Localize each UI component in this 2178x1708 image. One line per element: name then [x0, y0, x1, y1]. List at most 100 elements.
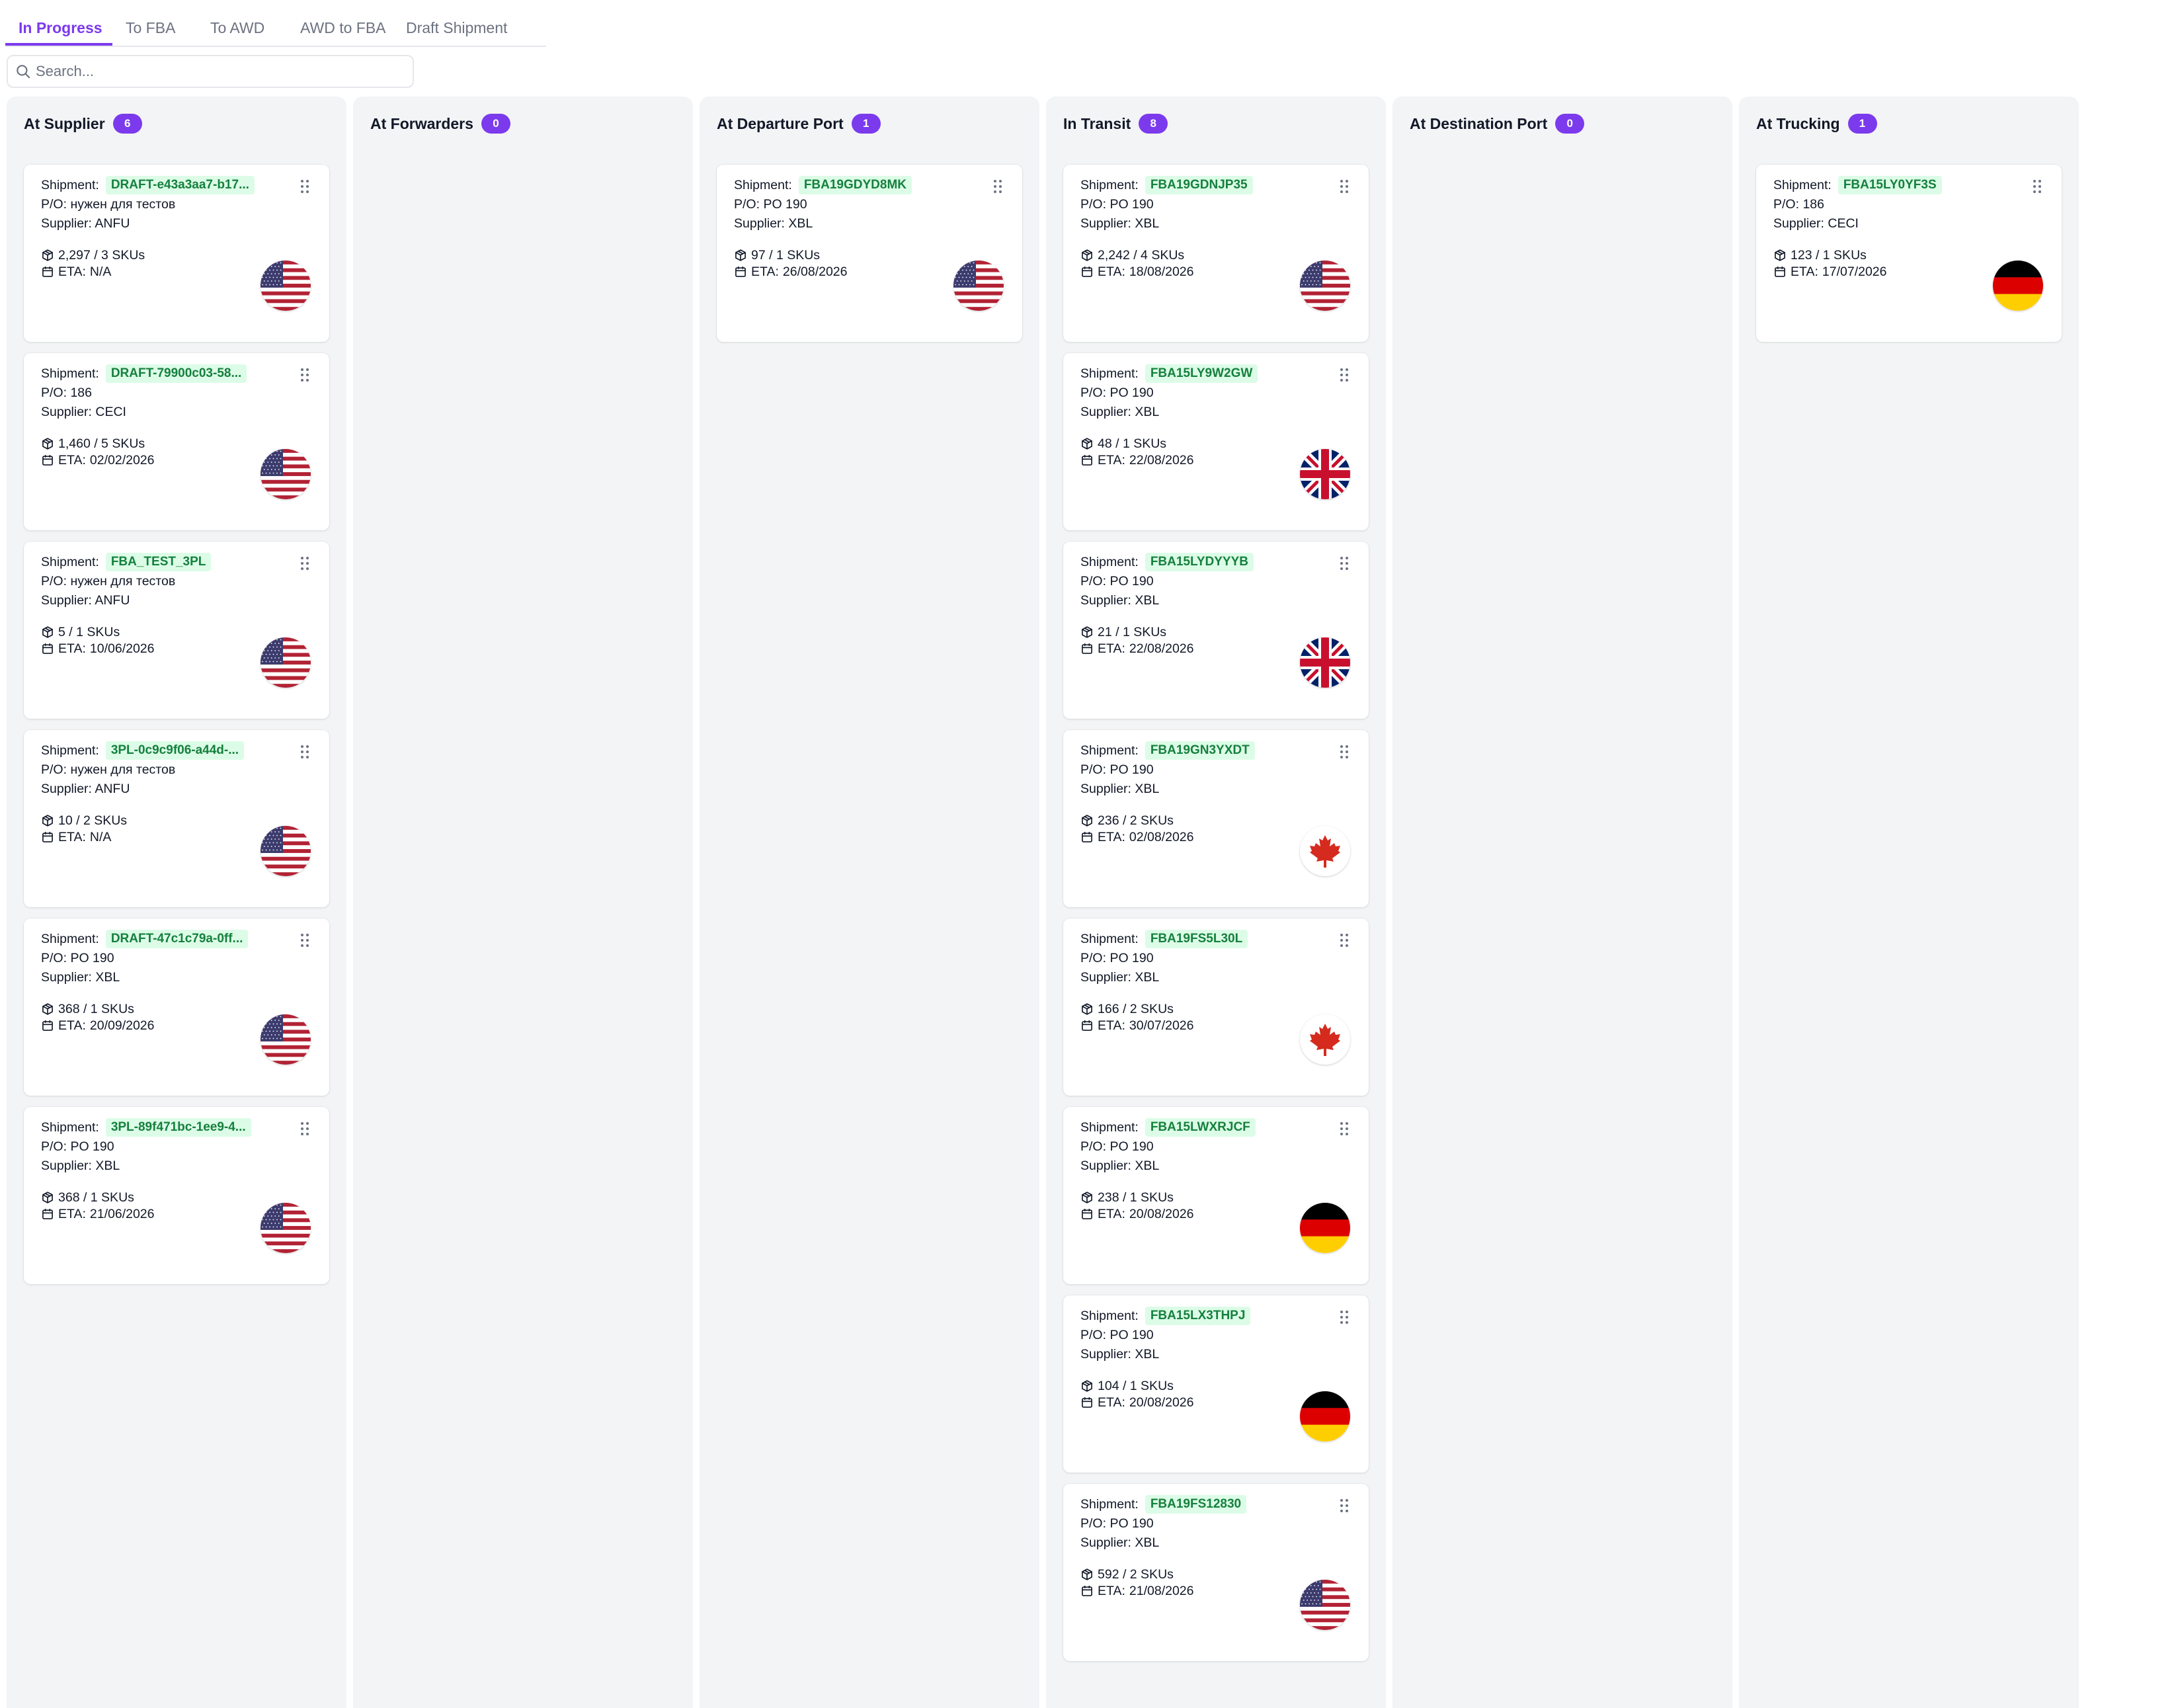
- tab-in-progress[interactable]: In Progress: [5, 9, 112, 46]
- eta-value: 30/07/2026: [1129, 1018, 1194, 1033]
- shipment-card[interactable]: Shipment: FBA15LY0YF3S P/O: 186 Supplier…: [1756, 165, 2062, 342]
- shipment-card[interactable]: Shipment: FBA19FS5L30L P/O: PO 190 Suppl…: [1063, 918, 1369, 1096]
- drag-handle-icon[interactable]: [300, 745, 309, 759]
- shipment-row: Shipment: FBA_TEST_3PL: [41, 553, 212, 571]
- po-value: нужен для тестов: [70, 197, 176, 212]
- shipment-id-badge[interactable]: FBA19GDNJP35: [1145, 176, 1253, 194]
- box-icon: [1082, 249, 1092, 261]
- supplier-value: XBL: [1135, 1347, 1160, 1362]
- po-row: P/O: PO 190: [1080, 1139, 1154, 1155]
- shipment-id-badge[interactable]: FBA15LY9W2GW: [1145, 364, 1258, 383]
- drag-handle-icon[interactable]: [300, 933, 309, 948]
- shipment-id-badge[interactable]: FBA15LX3THPJ: [1145, 1307, 1251, 1325]
- po-label: P/O:: [41, 1139, 71, 1154]
- flag-ca-icon: [1300, 826, 1350, 876]
- search-box[interactable]: [7, 55, 414, 88]
- supplier-row: Supplier: XBL: [1080, 1346, 1159, 1362]
- eta-value: 22/08/2026: [1129, 453, 1194, 468]
- shipment-card[interactable]: Shipment: DRAFT-79900c03-58... P/O: 186 …: [24, 353, 329, 530]
- tab-awd-to-fba[interactable]: AWD to FBA: [300, 19, 386, 36]
- shipment-card[interactable]: Shipment: DRAFT-e43a3aa7-b17... P/O: нуж…: [24, 165, 329, 342]
- shipment-id-badge[interactable]: FBA19GDYD8MK: [798, 176, 912, 194]
- supplier-label: Supplier:: [1080, 782, 1135, 796]
- shipment-id-badge[interactable]: FBA19FS12830: [1145, 1495, 1247, 1514]
- eta-row: ETA: 02/02/2026: [41, 452, 155, 468]
- shipment-id-badge[interactable]: 3PL-0c9c9f06-a44d-...: [105, 741, 245, 760]
- drag-handle-icon[interactable]: [1340, 556, 1349, 571]
- drag-handle-icon[interactable]: [1340, 179, 1349, 194]
- eta-label: ETA:: [1098, 264, 1125, 279]
- column-count-badge: 6: [112, 114, 142, 134]
- po-value: PO 190: [1109, 1328, 1154, 1342]
- shipment-card[interactable]: Shipment: FBA15LYDYYYB P/O: PO 190 Suppl…: [1063, 542, 1369, 719]
- board-column-at-supplier: At Supplier 6 Shipment: DRAFT-e43a3aa7-b…: [7, 97, 346, 1708]
- shipment-card[interactable]: Shipment: FBA_TEST_3PL P/O: нужен для те…: [24, 542, 329, 719]
- eta-row: ETA: 17/07/2026: [1773, 264, 1887, 280]
- shipment-card[interactable]: Shipment: FBA19GDYD8MK P/O: PO 190 Suppl…: [717, 165, 1022, 342]
- shipment-id-badge[interactable]: DRAFT-e43a3aa7-b17...: [105, 176, 255, 194]
- quantity-value: 97 / 1 SKUs: [751, 248, 821, 263]
- supplier-value: XBL: [1135, 593, 1160, 608]
- shipment-id-badge[interactable]: FBA_TEST_3PL: [105, 553, 212, 571]
- eta-row: ETA: N/A: [41, 264, 111, 280]
- drag-handle-icon[interactable]: [1340, 933, 1349, 948]
- flag-us-icon: [1300, 1580, 1350, 1630]
- supplier-label: Supplier:: [1080, 593, 1135, 608]
- calendar-icon: [1082, 1586, 1092, 1596]
- shipment-id-badge[interactable]: DRAFT-47c1c79a-0ff...: [105, 930, 249, 948]
- po-value: PO 190: [1109, 197, 1154, 212]
- search-input[interactable]: [34, 62, 407, 81]
- drag-handle-icon[interactable]: [300, 556, 309, 571]
- quantity-value: 21 / 1 SKUs: [1098, 625, 1167, 639]
- drag-handle-icon[interactable]: [300, 1121, 309, 1136]
- po-label: P/O:: [1080, 762, 1110, 777]
- shipment-label: Shipment:: [41, 178, 99, 192]
- drag-handle-icon[interactable]: [2033, 179, 2042, 194]
- supplier-label: Supplier:: [1773, 216, 1828, 231]
- shipment-card[interactable]: Shipment: FBA19GN3YXDT P/O: PO 190 Suppl…: [1063, 730, 1369, 907]
- quantity-value: 166 / 2 SKUs: [1098, 1002, 1174, 1016]
- po-label: P/O:: [1080, 197, 1110, 212]
- eta-label: ETA:: [1098, 1018, 1125, 1033]
- drag-handle-icon[interactable]: [300, 179, 309, 194]
- quantity-value: 238 / 1 SKUs: [1098, 1190, 1174, 1205]
- shipment-card[interactable]: Shipment: FBA19FS12830 P/O: PO 190 Suppl…: [1063, 1484, 1369, 1661]
- box-icon: [42, 1192, 53, 1203]
- supplier-row: Supplier: CECI: [41, 404, 126, 420]
- drag-handle-icon[interactable]: [1340, 1498, 1349, 1513]
- po-value: PO 190: [1109, 951, 1154, 965]
- tab-to-fba[interactable]: To FBA: [126, 19, 176, 36]
- column-header: In Transit 8: [1063, 111, 1168, 136]
- drag-handle-icon[interactable]: [1340, 368, 1349, 382]
- drag-handle-icon[interactable]: [993, 179, 1002, 194]
- shipment-id-badge[interactable]: FBA15LYDYYYB: [1145, 553, 1254, 571]
- shipment-id-badge[interactable]: FBA15LY0YF3S: [1837, 176, 1942, 194]
- quantity-row: 21 / 1 SKUs: [1080, 624, 1166, 640]
- drag-handle-icon[interactable]: [1340, 1121, 1349, 1136]
- eta-value: 20/09/2026: [89, 1018, 155, 1033]
- shipment-card[interactable]: Shipment: 3PL-0c9c9f06-a44d-... P/O: нуж…: [24, 730, 329, 907]
- shipment-id-badge[interactable]: FBA19GN3YXDT: [1145, 741, 1255, 760]
- shipment-card[interactable]: Shipment: FBA19GDNJP35 P/O: PO 190 Suppl…: [1063, 165, 1369, 342]
- shipment-card[interactable]: Shipment: FBA15LY9W2GW P/O: PO 190 Suppl…: [1063, 353, 1369, 530]
- po-row: P/O: PO 190: [1080, 385, 1154, 401]
- tab-draft-shipment[interactable]: Draft Shipment: [406, 19, 508, 36]
- shipment-id-badge[interactable]: 3PL-89f471bc-1ee9-4...: [105, 1118, 251, 1137]
- eta-value: N/A: [89, 830, 112, 844]
- quantity-row: 2,242 / 4 SKUs: [1080, 247, 1184, 263]
- shipment-card[interactable]: Shipment: DRAFT-47c1c79a-0ff... P/O: PO …: [24, 918, 329, 1096]
- shipment-id-badge[interactable]: FBA19FS5L30L: [1145, 930, 1248, 948]
- shipment-id-badge[interactable]: FBA15LWXRJCF: [1145, 1118, 1256, 1137]
- drag-handle-icon[interactable]: [1340, 745, 1349, 759]
- drag-handle-icon[interactable]: [1340, 1310, 1349, 1324]
- shipment-card[interactable]: Shipment: FBA15LX3THPJ P/O: PO 190 Suppl…: [1063, 1295, 1369, 1473]
- drag-handle-icon[interactable]: [300, 368, 309, 382]
- box-icon: [42, 626, 53, 638]
- quantity-row: 10 / 2 SKUs: [41, 813, 127, 829]
- flag-gb-icon: [1300, 637, 1350, 688]
- tab-to-awd[interactable]: To AWD: [210, 19, 265, 36]
- supplier-label: Supplier:: [41, 216, 95, 231]
- shipment-card[interactable]: Shipment: 3PL-89f471bc-1ee9-4... P/O: PO…: [24, 1107, 329, 1284]
- shipment-card[interactable]: Shipment: FBA15LWXRJCF P/O: PO 190 Suppl…: [1063, 1107, 1369, 1284]
- shipment-id-badge[interactable]: DRAFT-79900c03-58...: [105, 364, 247, 383]
